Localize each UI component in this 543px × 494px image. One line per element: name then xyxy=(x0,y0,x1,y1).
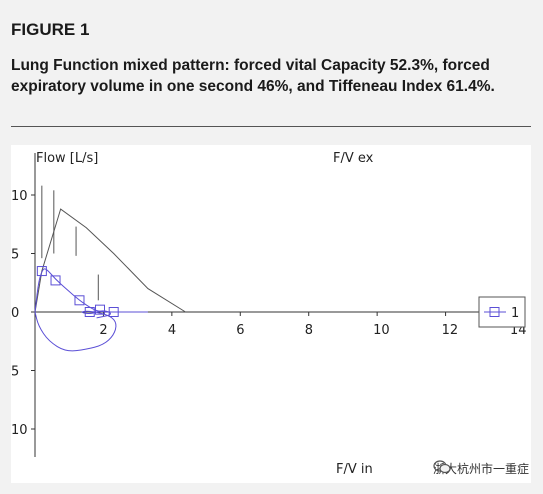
x-tick-label: 2 xyxy=(99,323,107,338)
chart-panel: 10 5 0 5 10 2 4 6 8 10 12 14 Flow [L/s] F/V ex F/V … xyxy=(11,145,531,483)
predicted-curve xyxy=(34,208,186,313)
x-tick-label: 4 xyxy=(168,323,176,338)
data-marker xyxy=(84,307,95,317)
data-marker xyxy=(50,275,61,286)
legend-marker xyxy=(489,307,500,317)
legend: 1 xyxy=(478,296,526,328)
figure-label: FIGURE 1 xyxy=(11,20,90,39)
y-tick-label: 10 xyxy=(11,189,28,204)
figure-caption: Lung Function mixed pattern: forced vita… xyxy=(11,57,495,95)
y-tick-label: 0 xyxy=(11,306,19,321)
expiratory-curve xyxy=(34,268,148,313)
x-tick-label: 10 xyxy=(373,323,390,338)
wechat-icon xyxy=(433,460,451,474)
watermark-text: 浙大杭州市一重症 xyxy=(432,462,529,476)
series-layer xyxy=(34,185,186,352)
caption-divider xyxy=(11,126,531,127)
legend-label: 1 xyxy=(511,306,519,321)
y-axis-label: Flow [L/s] xyxy=(36,151,98,166)
x-tick-label: 8 xyxy=(305,323,313,338)
x-tick-label: 6 xyxy=(236,323,244,338)
y-tick-label: 10 xyxy=(11,423,28,438)
x-tick-label: 12 xyxy=(442,323,459,338)
data-marker xyxy=(36,266,47,277)
watermark: 浙大杭州市一重症 xyxy=(433,460,529,477)
data-marker xyxy=(108,307,119,317)
data-marker xyxy=(95,304,106,315)
y-tick-label: 5 xyxy=(11,365,19,380)
data-marker xyxy=(74,295,85,306)
chart-title: F/V ex xyxy=(333,151,374,166)
y-tick-label: 5 xyxy=(11,248,19,263)
inspiratory-label: F/V in xyxy=(336,462,373,477)
